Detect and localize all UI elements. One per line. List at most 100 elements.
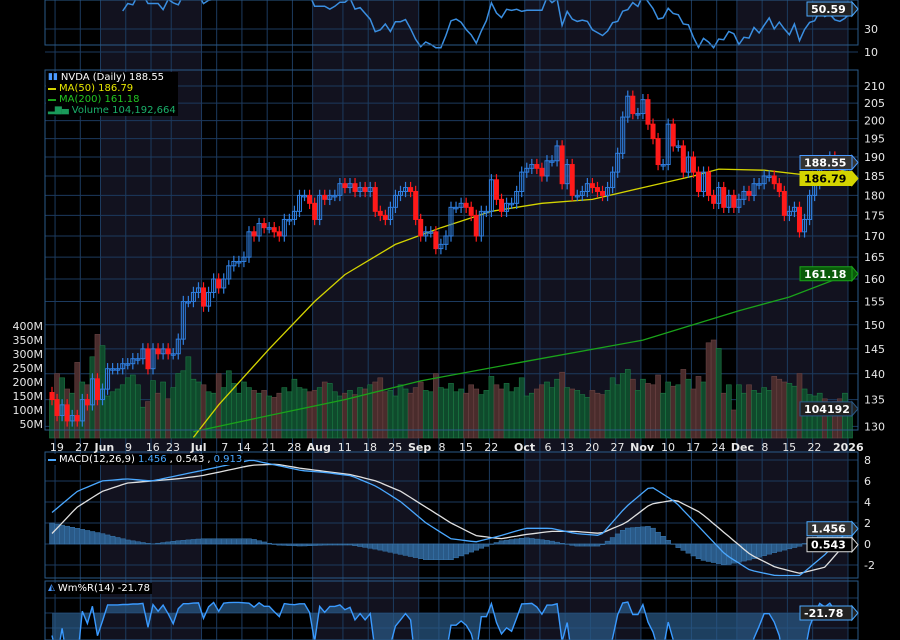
volume-bar	[589, 390, 596, 439]
volume-bar	[619, 373, 626, 439]
macd-histogram-bar	[362, 543, 368, 548]
volume-bar	[150, 380, 156, 439]
signal-line	[51, 463, 851, 574]
volume-bar	[286, 391, 293, 439]
volume-bar	[130, 374, 136, 439]
volume-bar	[104, 395, 111, 439]
candle-body	[54, 399, 60, 417]
macd-histogram-bar	[665, 540, 671, 545]
macd-histogram-bar	[266, 542, 272, 545]
macd-histogram-bar	[513, 538, 520, 545]
macd-histogram-bar	[200, 538, 207, 545]
date-axis-label: Nov	[630, 441, 655, 454]
candle-body	[160, 348, 166, 355]
macd-histogram-bar	[539, 539, 545, 545]
date-axis-label: Aug	[307, 441, 331, 454]
date-axis-label: 8	[761, 441, 768, 454]
candle-body	[786, 210, 792, 216]
candle-body	[377, 210, 383, 216]
macd-histogram-bar	[534, 538, 540, 545]
volume-bar	[422, 390, 429, 439]
legend-price: ▮▮ NVDA (Daily) 188.55	[48, 72, 165, 83]
candle-body	[690, 156, 696, 173]
candle-body	[140, 348, 146, 360]
date-axis-label: 21	[262, 441, 276, 454]
candle-body	[226, 265, 232, 280]
macd-histogram-bar	[640, 526, 646, 545]
macd-histogram-bar	[104, 534, 111, 545]
volume-bar	[559, 371, 565, 439]
williams-r-panel	[51, 601, 851, 640]
macd-histogram-bar	[574, 543, 581, 547]
macd-histogram-bar	[685, 543, 692, 554]
macd-histogram-bar	[786, 543, 793, 550]
candle-body	[640, 99, 646, 115]
candle-body	[89, 378, 95, 406]
volume-bar	[276, 392, 283, 439]
macd-histogram-bar	[382, 543, 389, 552]
date-axis-label: 23	[166, 441, 180, 454]
candle-icon: ▮▮	[48, 72, 58, 82]
date-axis-label: Jun	[94, 441, 115, 454]
macd-histogram-bar	[503, 539, 510, 545]
candle-body	[296, 194, 302, 212]
date-axis-label: 20	[585, 441, 599, 454]
macd-histogram-bar	[402, 543, 409, 556]
macd-histogram-bar	[422, 543, 429, 560]
macd-axis-label: 6	[864, 475, 871, 488]
macd-histogram-bar	[337, 543, 343, 546]
price-axis-label: 200	[864, 115, 885, 128]
volume-bar	[180, 370, 187, 439]
candle-body	[266, 227, 272, 230]
candle-body	[408, 187, 414, 192]
candle-body	[261, 223, 267, 229]
candle-body	[529, 164, 535, 169]
macd-histogram-bar	[74, 528, 81, 545]
volume-bar	[569, 388, 576, 439]
candle-body	[726, 194, 732, 208]
month-band	[312, 0, 419, 640]
candle-body	[443, 235, 449, 245]
date-axis-label: 16	[146, 441, 160, 454]
volume-bar	[124, 377, 131, 439]
candle-body	[110, 368, 116, 371]
macd-histogram-bar	[236, 538, 242, 545]
candle-body	[362, 187, 368, 192]
candle-body	[74, 415, 80, 422]
candle-body	[600, 190, 606, 196]
macd-histogram-bar	[458, 543, 464, 557]
candle-body	[574, 194, 580, 198]
candle-body	[635, 113, 641, 116]
date-axis-label: 9	[125, 441, 132, 454]
macd-histogram-bar	[438, 543, 444, 560]
macd-histogram-bar	[99, 533, 106, 545]
legend-ma200: MA(200) 161.18	[48, 94, 176, 105]
macd-axis-label: 4	[864, 496, 871, 509]
macd-histogram-bar	[377, 543, 384, 551]
macd-histogram-bar	[766, 543, 772, 555]
candle-body	[145, 348, 151, 370]
volume-bar	[599, 394, 606, 439]
volume-bar	[710, 339, 717, 439]
top-axis-label: 10	[864, 46, 878, 59]
macd-histogram-bar	[281, 543, 288, 546]
price-axis-label: 170	[864, 230, 885, 243]
volume-bar	[261, 390, 267, 439]
candle-body	[94, 378, 100, 401]
candle-body	[130, 358, 136, 365]
volume-bar	[210, 392, 217, 439]
candle-body	[372, 187, 378, 212]
candle-body	[796, 206, 802, 233]
candle-body	[403, 187, 409, 192]
candle-body	[554, 145, 560, 162]
macd-histogram-bar	[306, 543, 313, 547]
macd-histogram-bar	[79, 529, 86, 545]
candle-body	[711, 194, 717, 204]
date-axis-label: 14	[237, 441, 251, 454]
candle-body	[206, 291, 212, 307]
macd-histogram-bar	[589, 543, 596, 547]
candle-body	[680, 145, 686, 173]
panel-frame	[44, 580, 859, 640]
macd-histogram-bar	[69, 527, 75, 545]
